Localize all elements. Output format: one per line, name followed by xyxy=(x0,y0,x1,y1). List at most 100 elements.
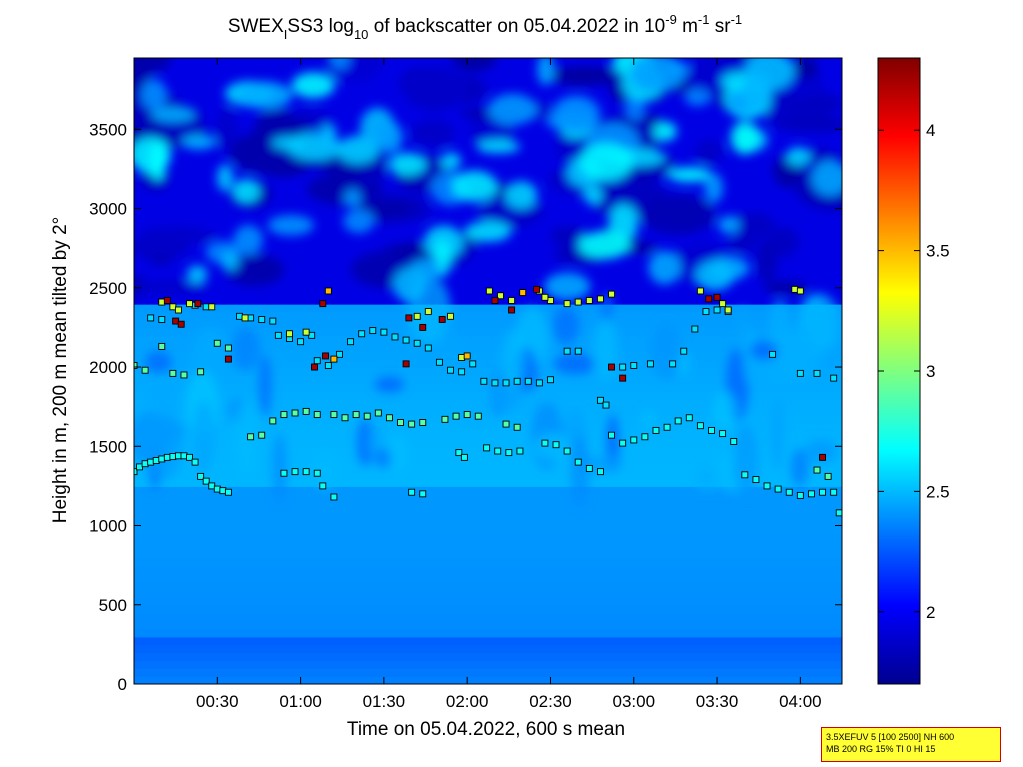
data-marker xyxy=(458,368,466,376)
field-band xyxy=(134,168,842,178)
field-band xyxy=(134,398,842,408)
field-patch xyxy=(733,424,759,498)
data-marker xyxy=(330,493,338,501)
field-band xyxy=(134,462,842,472)
field-band xyxy=(134,73,842,83)
field-band xyxy=(134,588,842,598)
data-marker xyxy=(202,303,210,311)
data-marker xyxy=(791,285,799,293)
field-patch xyxy=(271,136,306,150)
data-marker xyxy=(519,289,527,297)
field-band xyxy=(134,248,842,258)
data-marker xyxy=(808,490,815,498)
processing-info-box: 3.5XEFUV 5 [100 2500] NH 600 MB 200 RG 1… xyxy=(821,727,1001,762)
field-patch xyxy=(232,178,260,204)
data-marker xyxy=(302,468,310,476)
data-marker xyxy=(408,420,416,428)
data-marker xyxy=(172,317,180,325)
data-marker xyxy=(302,407,310,415)
y-axis: 0 500 1000 1500 2000 2500 3000 3500 xyxy=(89,120,842,694)
data-marker xyxy=(324,362,332,369)
field-patch xyxy=(782,325,821,384)
data-marker xyxy=(483,444,491,452)
field-patch xyxy=(694,464,720,492)
field-patch xyxy=(267,214,315,236)
field-patch xyxy=(544,272,591,301)
data-marker xyxy=(447,312,454,320)
field-patch xyxy=(312,451,338,490)
field-band xyxy=(134,509,842,519)
data-marker xyxy=(224,344,232,352)
data-marker xyxy=(280,411,288,419)
data-marker xyxy=(208,303,216,311)
data-marker xyxy=(830,374,838,382)
data-marker xyxy=(491,379,499,387)
data-marker xyxy=(134,362,138,369)
field-patch xyxy=(464,221,512,242)
field-band xyxy=(134,335,842,345)
field-band xyxy=(134,153,842,163)
data-marker xyxy=(169,369,177,377)
data-marker xyxy=(563,347,571,355)
data-marker xyxy=(247,314,255,322)
field-patch xyxy=(216,164,234,192)
data-marker xyxy=(669,360,677,368)
data-marker xyxy=(796,287,804,295)
field-patch xyxy=(649,322,683,381)
field-band xyxy=(134,644,842,654)
data-marker xyxy=(336,350,343,358)
data-marker xyxy=(324,287,332,295)
data-marker xyxy=(147,314,155,322)
field-patch xyxy=(726,235,757,253)
data-marker xyxy=(596,468,604,476)
field-band xyxy=(134,541,842,551)
field-patch xyxy=(788,91,842,117)
data-marker xyxy=(247,433,255,441)
field-band xyxy=(134,351,842,361)
data-marker xyxy=(141,460,149,468)
field-band xyxy=(134,612,842,622)
field-band xyxy=(134,676,842,684)
data-marker xyxy=(291,409,299,417)
data-marker xyxy=(497,292,504,300)
data-marker xyxy=(194,300,202,308)
data-marker xyxy=(163,453,171,461)
data-marker xyxy=(405,314,413,322)
x-tick-label: 03:00 xyxy=(612,692,655,711)
field-band xyxy=(134,573,842,582)
data-marker xyxy=(352,411,360,419)
field-patch xyxy=(193,326,228,378)
field-band xyxy=(134,477,842,487)
data-marker xyxy=(380,328,388,336)
data-marker xyxy=(796,491,804,499)
data-marker xyxy=(608,431,616,439)
field-band xyxy=(134,81,842,91)
data-marker xyxy=(680,347,688,355)
field-patch xyxy=(593,318,619,381)
field-band xyxy=(134,374,842,384)
data-marker xyxy=(134,468,138,476)
data-marker xyxy=(330,411,338,419)
data-marker xyxy=(435,358,443,366)
data-marker xyxy=(585,465,593,472)
data-marker xyxy=(552,441,560,449)
field-patch xyxy=(476,140,521,154)
data-marker xyxy=(169,303,177,311)
data-marker xyxy=(286,330,293,338)
field-band xyxy=(134,327,842,337)
field-band xyxy=(134,438,842,448)
field-patch xyxy=(272,433,287,504)
data-marker xyxy=(646,360,654,368)
y-tick-label: 0 xyxy=(118,675,127,694)
field-patch xyxy=(134,237,191,259)
data-marker xyxy=(186,300,193,308)
field-patch xyxy=(376,121,403,154)
data-marker xyxy=(574,298,582,306)
field-patch xyxy=(793,58,818,80)
data-marker xyxy=(641,433,649,441)
data-marker xyxy=(769,350,777,358)
data-marker xyxy=(197,368,205,376)
field-band xyxy=(134,660,842,670)
field-patch xyxy=(630,58,685,92)
field-patch xyxy=(781,115,842,134)
